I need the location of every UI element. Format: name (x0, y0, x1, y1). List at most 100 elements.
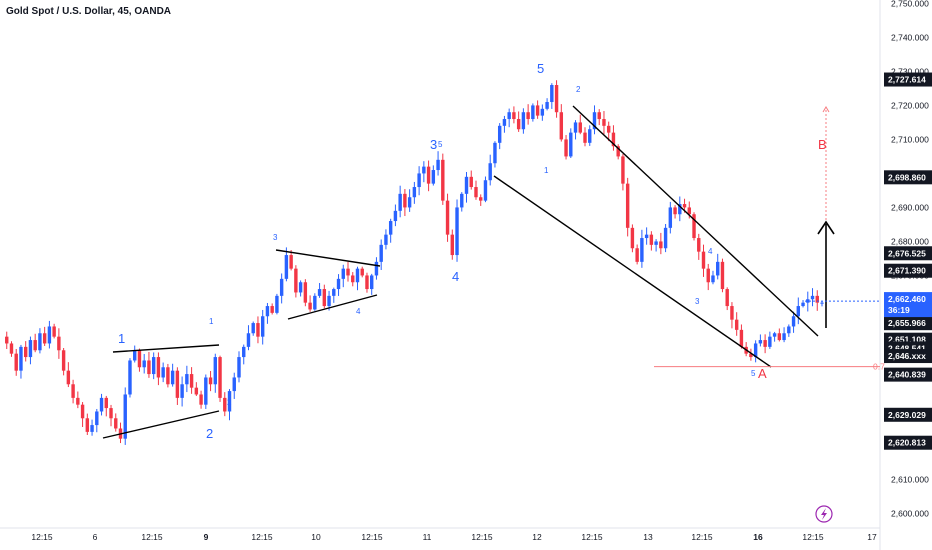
candle-body (355, 268, 360, 283)
candle-body (644, 234, 649, 239)
candle-body (621, 156, 625, 184)
candle-body (90, 425, 94, 432)
price-badge (884, 263, 932, 278)
candle-body (270, 306, 274, 313)
candle-body (189, 374, 194, 388)
candle-body (128, 360, 132, 395)
price-badge (884, 407, 932, 422)
candle-body (61, 350, 66, 371)
wave-label-2: 2 (206, 426, 213, 441)
price-badge-label: 2,646.xxx (888, 351, 926, 361)
candle-body (38, 333, 42, 351)
current-price-countdown: 36:19 (888, 305, 910, 315)
candle-body (436, 159, 440, 171)
candle-body (730, 306, 734, 320)
time-axis-label: 12:15 (581, 532, 603, 542)
price-badge (884, 170, 932, 185)
current-price-label: 2,662.460 (888, 294, 926, 304)
candle-body (569, 132, 573, 157)
candle-body (668, 207, 673, 228)
candle-body (308, 302, 312, 310)
candle-body (739, 329, 744, 347)
candle-body (95, 411, 99, 426)
candle-body (374, 261, 379, 276)
candle-body (47, 326, 52, 344)
candle-body (284, 255, 289, 279)
candle-body (550, 85, 554, 103)
time-axis-label: 12:15 (251, 532, 273, 542)
price-badge-label: 2,648.541 (888, 343, 926, 353)
candle-body (351, 275, 355, 283)
candle-body (464, 176, 469, 194)
candle-body (147, 360, 151, 375)
candle-body (33, 340, 37, 351)
wave-label-1: 1 (209, 317, 214, 326)
candle-body (654, 241, 658, 245)
candle-body (493, 142, 497, 164)
candle-body (431, 170, 436, 184)
candle-body (170, 370, 175, 385)
candle-body (697, 238, 701, 252)
candle-body (232, 377, 236, 392)
candle-body (635, 248, 639, 262)
price-tick-label: 2,750.000 (891, 0, 929, 8)
candle-body (346, 268, 350, 276)
price-badge (884, 435, 932, 450)
time-axis-label: 12 (532, 532, 542, 542)
trendline (102, 410, 220, 439)
wave-label-5: 5 (537, 61, 544, 76)
candle-body (133, 350, 137, 361)
lightning-icon[interactable] (815, 505, 833, 523)
candle-body (317, 289, 322, 296)
candle-body (806, 299, 810, 303)
wave-label-1: 1 (118, 331, 125, 346)
price-tick-label: 2,720.000 (891, 100, 929, 110)
candle-body (66, 370, 71, 385)
price-badge-label: 2,698.860 (888, 172, 926, 182)
candle-body (57, 336, 61, 351)
candle-body (588, 129, 592, 143)
candle-body (706, 268, 710, 283)
candle-body (692, 214, 696, 239)
candle-body (502, 119, 507, 126)
wave-label-4: 4 (452, 269, 459, 284)
price-badge (884, 367, 932, 382)
candle-body (521, 112, 526, 130)
candle-body (531, 105, 535, 120)
price-badge (884, 72, 932, 87)
time-axis-label: 12:15 (31, 532, 53, 542)
price-tick-label: 2,730.000 (891, 66, 929, 76)
candle-body (701, 251, 706, 269)
candle-body (469, 176, 473, 188)
price-tick-label: 2,610.000 (891, 474, 929, 484)
wave-label-4: 4 (708, 247, 713, 256)
candle-body (5, 336, 9, 344)
candle-body (625, 183, 630, 228)
candle-body (777, 333, 782, 341)
price-badge-label: 2,629.029 (888, 410, 926, 420)
candle-body (545, 102, 549, 109)
candle-body (791, 316, 796, 327)
trendline (275, 249, 381, 267)
wave-label-1: 1 (544, 166, 549, 175)
candle-body (673, 207, 677, 215)
candle-body (422, 166, 426, 174)
time-axis-label: 6 (93, 532, 98, 542)
candle-body (796, 306, 801, 317)
time-axis-label: 16 (753, 532, 763, 542)
candle-body (384, 234, 388, 245)
candle-body (763, 340, 767, 347)
candle-body (768, 336, 772, 347)
candle-body (213, 357, 218, 385)
candle-body (9, 343, 14, 354)
candle-body (815, 295, 819, 303)
candle-body (332, 289, 336, 296)
candle-body (820, 302, 824, 304)
candle-body (123, 394, 127, 439)
time-axis-label: 12:15 (802, 532, 824, 542)
wave-label-5: 5 (438, 140, 443, 149)
candle-body (322, 289, 327, 307)
symbol-title: Gold Spot / U.S. Dollar, 45, OANDA (6, 6, 172, 17)
